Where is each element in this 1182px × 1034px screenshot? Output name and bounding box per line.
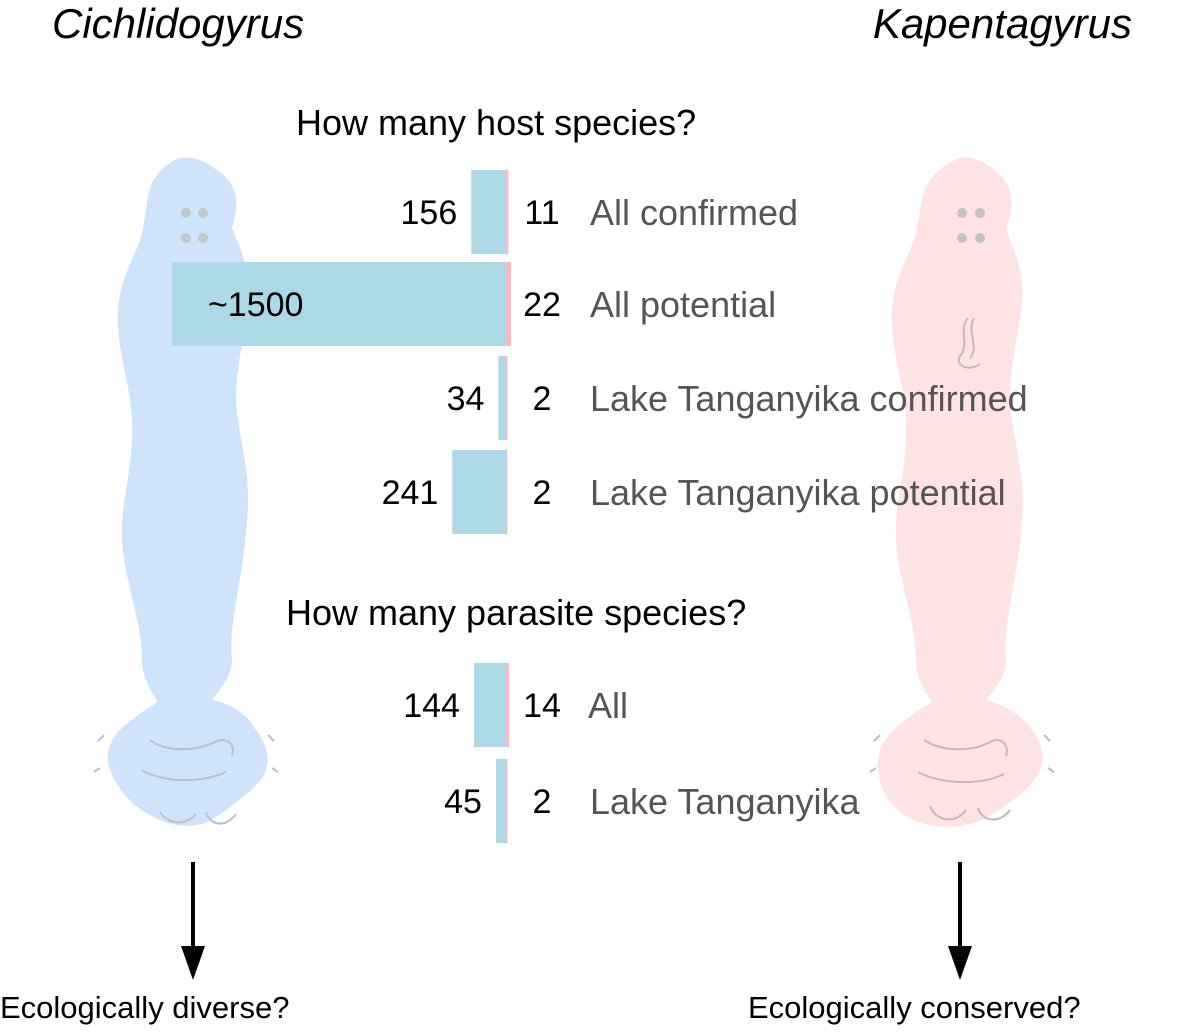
kapentagyrus-bar bbox=[506, 356, 508, 440]
kapentagyrus-value-label: 2 bbox=[533, 474, 552, 512]
kapentagyrus-conclusion: Ecologically conserved? bbox=[748, 990, 1081, 1025]
category-label: All confirmed bbox=[590, 192, 798, 233]
kapentagyrus-bar bbox=[506, 450, 508, 534]
cichlidogyrus-bar bbox=[171, 262, 506, 346]
cichlidogyrus-value-label: 45 bbox=[444, 783, 482, 821]
eyespots-icon bbox=[957, 208, 985, 243]
left-down-arrow-icon bbox=[181, 862, 205, 980]
host-species-question: How many host species? bbox=[296, 102, 697, 143]
kapentagyrus-bar bbox=[506, 262, 511, 346]
haptor-hooks-icon bbox=[93, 734, 279, 825]
kapentagyrus-value-label: 14 bbox=[523, 687, 561, 725]
cichlidogyrus-body bbox=[107, 157, 268, 826]
parasite-species-question: How many parasite species? bbox=[286, 592, 747, 633]
kapentagyrus-body bbox=[877, 157, 1043, 827]
cichlidogyrus-bar bbox=[473, 663, 506, 747]
cichlidogyrus-value-label: 241 bbox=[382, 474, 439, 512]
cichlidogyrus-bar bbox=[452, 450, 506, 534]
category-label: Lake Tanganyika confirmed bbox=[590, 378, 1028, 419]
reproductive-organ-icon bbox=[957, 317, 981, 369]
kapentagyrus-value-label: 22 bbox=[523, 286, 561, 324]
kapentagyrus-value-label: 11 bbox=[524, 194, 559, 232]
cichlidogyrus-value-label: 144 bbox=[403, 687, 460, 725]
cichlidogyrus-worm-illustration bbox=[93, 157, 279, 826]
kapentagyrus-bar bbox=[506, 759, 508, 843]
cichlidogyrus-genus-title: Cichlidogyrus bbox=[52, 0, 305, 47]
kapentagyrus-bar bbox=[506, 170, 509, 254]
kapentagyrus-value-label: 2 bbox=[533, 380, 552, 418]
cichlidogyrus-conclusion: Ecologically diverse? bbox=[0, 990, 290, 1025]
right-down-arrow-icon bbox=[948, 862, 972, 980]
kapentagyrus-bar bbox=[506, 663, 510, 747]
category-label: All bbox=[588, 685, 628, 726]
category-label: All potential bbox=[590, 284, 776, 325]
kapentagyrus-worm-illustration bbox=[869, 157, 1055, 827]
cichlidogyrus-value-label: 156 bbox=[401, 194, 458, 232]
species-count-bars: 156 11 All confirmed~1500 22 All potential34… bbox=[171, 170, 1028, 843]
category-label: Lake Tanganyika bbox=[590, 781, 861, 822]
kapentagyrus-genus-title: Kapentagyrus bbox=[872, 0, 1132, 47]
category-label: Lake Tanganyika potential bbox=[590, 472, 1006, 513]
haptor-hooks-icon bbox=[869, 734, 1055, 821]
eyespots-icon bbox=[181, 208, 208, 243]
cichlidogyrus-value-label: ~1500 bbox=[208, 286, 304, 324]
cichlidogyrus-bar bbox=[495, 759, 506, 843]
cichlidogyrus-bar bbox=[498, 356, 506, 440]
kapentagyrus-value-label: 2 bbox=[533, 783, 552, 821]
cichlidogyrus-bar bbox=[471, 170, 506, 254]
cichlidogyrus-value-label: 34 bbox=[447, 380, 485, 418]
